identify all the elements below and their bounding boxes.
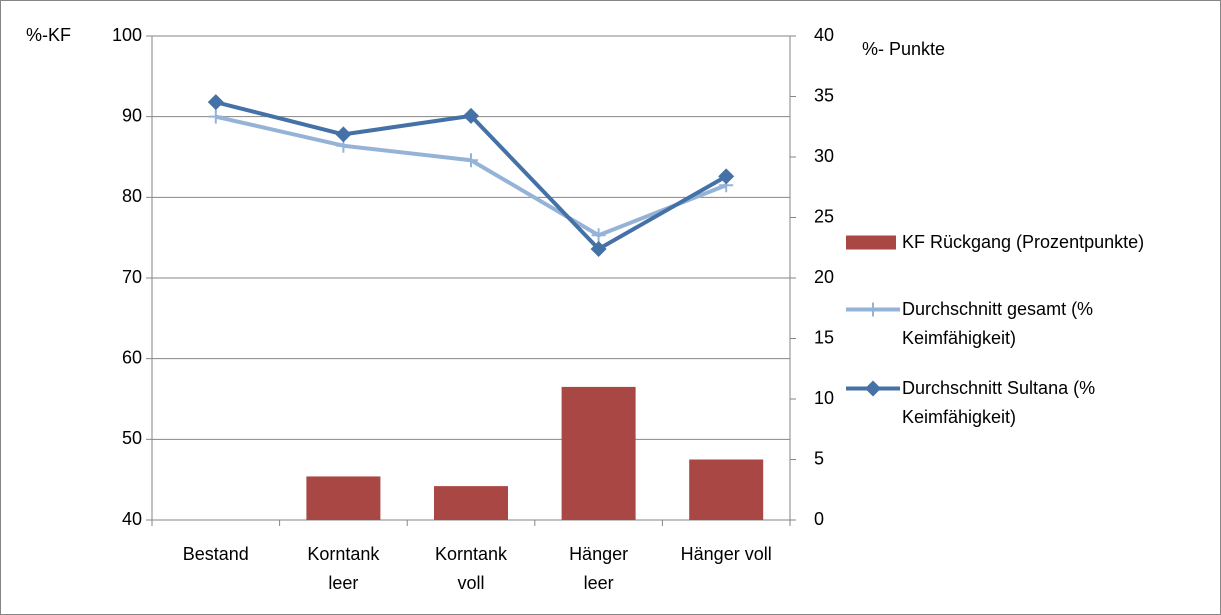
x-tick-label: Hänger leer [569,544,629,593]
x-tick-label: Korntank voll [434,544,507,593]
y2-tick-label: 35 [814,85,834,105]
line-marker [463,107,479,124]
y-tick-label: 60 [122,347,142,367]
y-tick-label: 50 [122,428,142,448]
legend-swatch [846,235,896,250]
line-marker [718,168,735,185]
line-marker [335,126,352,143]
y-tick-label: 40 [122,509,142,529]
x-tick-label: Bestand [182,544,249,564]
line-marker [464,153,478,168]
line-marker [591,228,606,243]
y2-tick-label: 30 [814,146,834,166]
y2-tick-label: 20 [814,267,834,287]
y-tick-label: 90 [122,105,142,125]
y2-axis-title: %- Punkte [862,39,945,59]
y2-tick-label: 40 [814,25,834,45]
x-tick-label: Hänger voll [680,544,772,564]
y2-tick-label: 5 [814,448,824,468]
legend-label: Durchschnitt gesamt (% Keimfähigkeit) [902,299,1094,348]
line-marker [590,240,607,257]
x-tick-label: Korntank leer [307,544,380,593]
y-tick-label: 80 [122,186,142,206]
legend-marker [866,302,880,317]
y-tick-label: 100 [112,25,142,45]
line-marker [208,109,223,124]
bar [306,476,381,520]
y2-tick-label: 10 [814,388,834,408]
y2-tick-label: 25 [814,206,834,226]
bar [561,386,636,520]
bar [689,459,764,520]
y-axis-title: %-KF [26,25,71,45]
y-tick-label: 70 [122,267,142,287]
bar [433,486,509,520]
line-marker [207,94,224,111]
legend-marker [865,380,881,397]
legend-label: Durchschnitt Sultana (% Keimfähigkeit) [902,378,1096,427]
y2-tick-label: 0 [814,509,824,529]
legend-label: KF Rückgang (Prozentpunkte) [902,232,1145,252]
y2-tick-label: 15 [814,327,834,347]
